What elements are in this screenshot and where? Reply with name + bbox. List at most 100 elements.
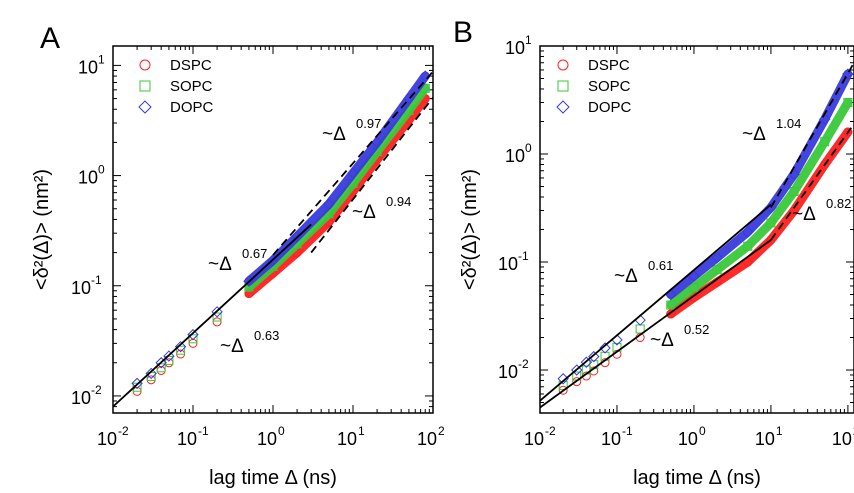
legend-marker-DSPC xyxy=(557,59,569,71)
slope-annotation: ~Δ xyxy=(352,202,376,223)
x-tick-label: 10 xyxy=(97,429,117,449)
y-tick-label: 10 xyxy=(78,57,98,77)
y-tick-label-exponent: 0 xyxy=(525,141,532,155)
data-point-DOPC xyxy=(580,356,593,368)
x-tick-label-exponent: 2 xyxy=(438,424,445,438)
x-tick-label: 10 xyxy=(417,429,437,449)
slope-annotation: ~Δ xyxy=(220,336,244,357)
x-tick-label-exponent: -2 xyxy=(545,424,556,438)
data-point-DOPC xyxy=(765,201,777,214)
legend: DSPC SOPC DOPC xyxy=(556,57,632,116)
data-point-DOPC xyxy=(842,68,854,80)
x-tick-label: 10 xyxy=(678,429,698,449)
legend-label: DOPC xyxy=(588,99,632,116)
series-band-DOPC xyxy=(666,69,853,300)
data-point-DOPC xyxy=(145,367,157,380)
x-axis-title: lag time Δ (ns) xyxy=(209,467,337,489)
x-tick-label-exponent: 0 xyxy=(699,424,706,438)
slope-annotation: ~Δ xyxy=(742,124,766,145)
slope-annotation-exponent: 0.63 xyxy=(254,328,279,343)
slope-annotation-exponent: 0.94 xyxy=(386,194,411,209)
slope-annotation: ~Δ xyxy=(208,254,232,275)
data-point-DSPC xyxy=(843,127,853,137)
data-point-DOPC xyxy=(155,357,167,369)
panel-letter: A xyxy=(40,22,60,55)
data-point-DSPC xyxy=(146,375,156,385)
x-tick-label-exponent: 1 xyxy=(776,424,783,438)
slope-annotation-exponent: 0.67 xyxy=(242,246,267,261)
y-tick-label-exponent: -2 xyxy=(91,383,102,397)
x-tick-label: 10 xyxy=(755,429,775,449)
fit-line xyxy=(113,223,312,408)
legend-label: DOPC xyxy=(170,99,214,116)
x-tick-label: 10 xyxy=(257,429,277,449)
fit-line xyxy=(540,239,772,409)
legend-marker-DOPC xyxy=(138,100,152,114)
data-point-DSPC xyxy=(188,338,198,348)
data-point-DOPC xyxy=(571,364,583,376)
y-tick-label-exponent: 1 xyxy=(525,33,532,47)
data-point-SOPC xyxy=(820,137,830,147)
legend-label: SOPC xyxy=(588,78,631,95)
data-point-DOPC xyxy=(588,350,600,363)
x-tick-label: 10 xyxy=(524,429,544,449)
y-tick-label: 10 xyxy=(505,146,525,166)
legend-marker-DOPC xyxy=(556,100,570,114)
data-point-SOPC xyxy=(666,300,676,310)
y-tick-label-exponent: -1 xyxy=(518,249,529,263)
y-tick-label: 10 xyxy=(78,168,98,188)
x-axis-title: lag time Δ (ns) xyxy=(633,467,761,489)
data-point-DOPC xyxy=(347,167,359,179)
panel-letter: B xyxy=(453,16,473,49)
x-tick-label: 10 xyxy=(601,429,621,449)
fit-line-dashed xyxy=(272,70,433,256)
x-tick-label-exponent: 0 xyxy=(278,424,285,438)
data-point-SOPC xyxy=(843,97,853,107)
legend-marker-SOPC xyxy=(139,80,151,92)
legend-label: DSPC xyxy=(170,57,212,74)
slope-annotation-exponent: 0.97 xyxy=(356,116,381,131)
series-band-DOPC xyxy=(244,71,430,286)
legend-marker-DSPC xyxy=(139,59,151,71)
data-point-SOPC xyxy=(766,218,776,228)
fit-line xyxy=(540,203,772,402)
x-tick-label-exponent: 1 xyxy=(358,424,365,438)
plot-area xyxy=(113,70,433,408)
x-tick-label: 10 xyxy=(177,429,197,449)
y-tick-label: 10 xyxy=(71,388,91,408)
data-point-DSPC xyxy=(689,292,699,302)
data-point-DSPC xyxy=(743,257,753,267)
legend: DSPC SOPC DOPC xyxy=(138,57,214,116)
x-tick-label: 10 xyxy=(337,429,357,449)
data-point-DOPC xyxy=(371,136,383,149)
y-axis-title: <δ²(Δ)> (nm²) xyxy=(459,169,481,290)
x-tick-label-exponent: -1 xyxy=(198,424,209,438)
data-point-DOPC xyxy=(323,198,335,210)
x-tick-label-exponent: -1 xyxy=(622,424,633,438)
data-point-DOPC xyxy=(267,254,279,267)
data-point-SOPC xyxy=(212,312,222,322)
legend-marker-SOPC xyxy=(557,80,569,92)
data-point-SOPC xyxy=(743,241,753,251)
x-tick-label-exponent: -2 xyxy=(118,424,129,438)
data-point-DOPC xyxy=(419,70,431,82)
slope-annotation-exponent: 1.04 xyxy=(776,116,801,131)
slope-annotation-exponent: 0.52 xyxy=(684,322,709,337)
data-point-SOPC xyxy=(789,186,799,196)
data-point-SOPC xyxy=(689,283,699,293)
y-tick-label-exponent: -2 xyxy=(518,357,529,371)
data-point-DOPC xyxy=(187,328,199,341)
data-point-DOPC xyxy=(211,306,223,318)
data-point-DSPC xyxy=(820,159,830,169)
y-tick-label-exponent: 0 xyxy=(98,163,105,177)
data-point-DOPC xyxy=(742,226,754,238)
slope-annotation: ~Δ xyxy=(650,330,674,351)
data-point-DSPC xyxy=(666,309,676,319)
y-tick-label-exponent: 1 xyxy=(98,52,105,66)
slope-annotation-exponent: 0.61 xyxy=(648,258,673,273)
data-point-DOPC xyxy=(163,350,175,362)
slope-annotation: ~Δ xyxy=(792,204,816,225)
data-point-DSPC xyxy=(766,235,776,245)
data-point-SOPC xyxy=(712,265,722,275)
